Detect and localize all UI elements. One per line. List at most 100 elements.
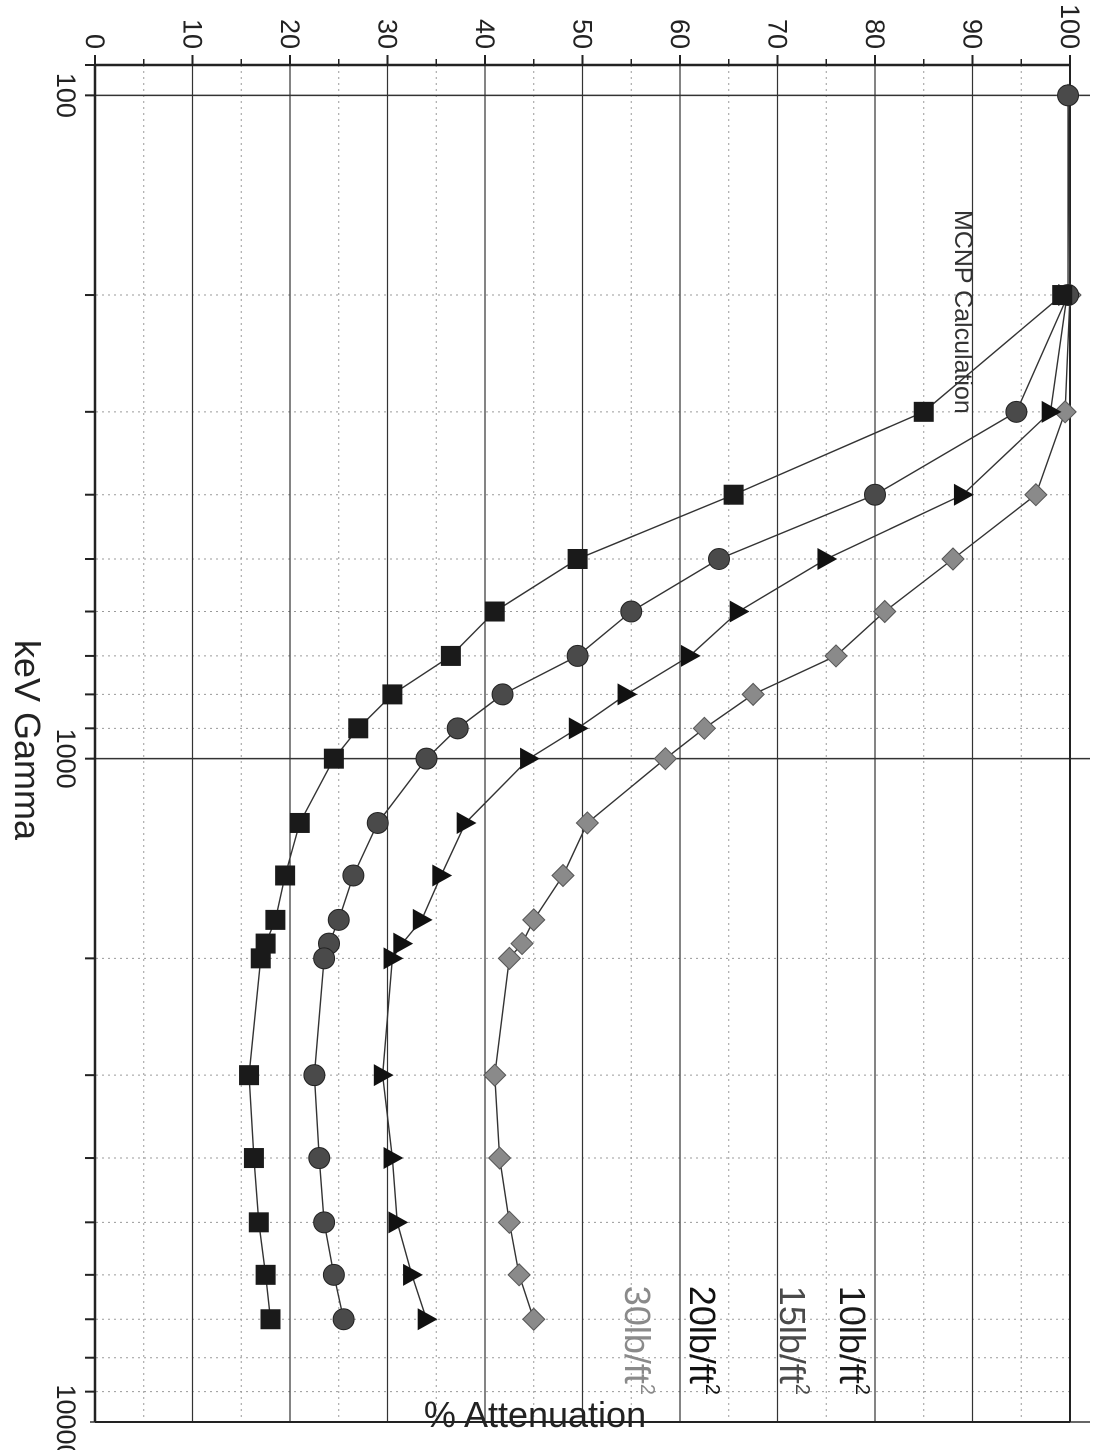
series-4 [239,285,1073,1330]
data-point-square [289,812,310,833]
data-point-diamond [487,1146,512,1170]
data-point-diamond [941,547,965,571]
series-label-superscript: 2 [851,1384,873,1395]
data-point-square [1052,285,1073,306]
data-point-circle [327,908,350,931]
data-point-triangle [373,1064,394,1087]
data-point-circle [366,811,389,834]
x-axis-ticks: 100 1000 10000 [51,64,95,1450]
data-point-circle [332,1308,355,1331]
series-label-superscript: 2 [636,1384,658,1395]
y-tick-label: 30 [373,19,403,49]
data-point-diamond [507,1263,531,1287]
data-point-square [275,865,296,886]
series-label-superscript: 2 [791,1384,813,1395]
series-3 [303,84,1080,1331]
series-label: 15lb/ft2 [772,1286,813,1395]
y-axis-ticks: 0 10 20 30 40 50 60 70 80 90 100 [80,4,1085,65]
data-point-square [248,1212,269,1233]
y-axis-title: % Attenuation [424,1394,646,1435]
data-point-circle [708,547,730,570]
series-layer [239,83,1082,1331]
data-point-triangle [456,811,477,834]
y-tick-label: 10 [178,19,208,49]
y-tick-label: 60 [665,19,695,49]
data-point-circle [491,683,514,706]
data-point-triangle [383,1147,404,1170]
data-point-circle [1005,400,1028,423]
data-point-triangle [953,483,974,506]
data-point-circle [1057,84,1080,107]
data-point-square [243,1148,264,1169]
series-2 [373,284,1079,1331]
data-point-square [239,1065,260,1086]
data-point-diamond [692,716,717,741]
series-1 [483,83,1082,1331]
data-point-diamond [522,908,546,932]
y-tick-label: 70 [763,19,793,49]
data-point-circle [303,1064,326,1087]
series-label: 30lb/ft2 [617,1286,658,1395]
series-line [313,95,1069,1320]
y-tick-label: 20 [275,19,305,49]
data-point-diamond [1024,483,1048,507]
data-point-triangle [817,547,838,570]
data-point-triangle [680,644,701,667]
data-point-circle [308,1147,331,1170]
data-point-diamond [483,1063,507,1087]
data-point-diamond [497,1210,522,1235]
data-point-square [323,748,344,769]
data-point-triangle [393,932,414,955]
data-point-diamond [551,863,575,888]
y-tick-label: 50 [568,19,598,49]
y-tick-label: 80 [860,19,890,49]
data-point-circle [415,747,438,770]
data-point-square [440,645,461,666]
series-line [494,95,1071,1320]
data-point-square [913,401,934,422]
data-point-square [484,601,505,622]
y-tick-label: 0 [80,34,110,49]
data-point-circle [864,483,886,506]
data-point-diamond [575,811,600,835]
data-point-square [567,548,588,569]
x-tick-label: 1000 [51,729,81,789]
data-point-diamond [510,931,534,956]
x-tick-label: 10000 [51,1384,81,1450]
y-tick-label: 100 [1055,4,1085,49]
data-point-diamond [824,644,848,668]
data-point-circle [446,717,469,740]
data-point-square [250,948,271,969]
series-labels: 30lb/ft2 20lb/ft2 15lb/ft2 10lb/ft2 [617,1286,873,1395]
data-point-triangle [417,1308,438,1331]
data-point-square [723,484,744,505]
data-point-triangle [568,717,589,740]
data-point-square [265,909,286,930]
data-point-diamond [741,682,765,707]
x-axis-title: keV Gamma [7,640,48,841]
data-point-circle [313,1211,336,1234]
data-point-square [382,684,403,705]
x-tick-label: 100 [51,73,81,118]
data-point-diamond [873,599,897,624]
data-point-circle [566,644,589,667]
series-label: 10lb/ft2 [832,1286,873,1395]
data-point-diamond [522,1307,546,1331]
data-point-square [260,1309,281,1330]
y-tick-label: 40 [470,19,500,49]
data-point-triangle [1041,400,1062,423]
data-point-triangle [729,600,750,623]
data-point-triangle [383,947,404,970]
data-point-circle [313,947,336,970]
data-point-triangle [403,1263,423,1286]
data-point-square [255,1264,276,1285]
data-point-diamond [497,946,522,971]
data-point-triangle [388,1211,409,1234]
data-point-triangle [617,683,638,706]
data-point-circle [342,864,365,887]
data-point-triangle [432,864,453,887]
data-point-diamond [653,746,678,771]
